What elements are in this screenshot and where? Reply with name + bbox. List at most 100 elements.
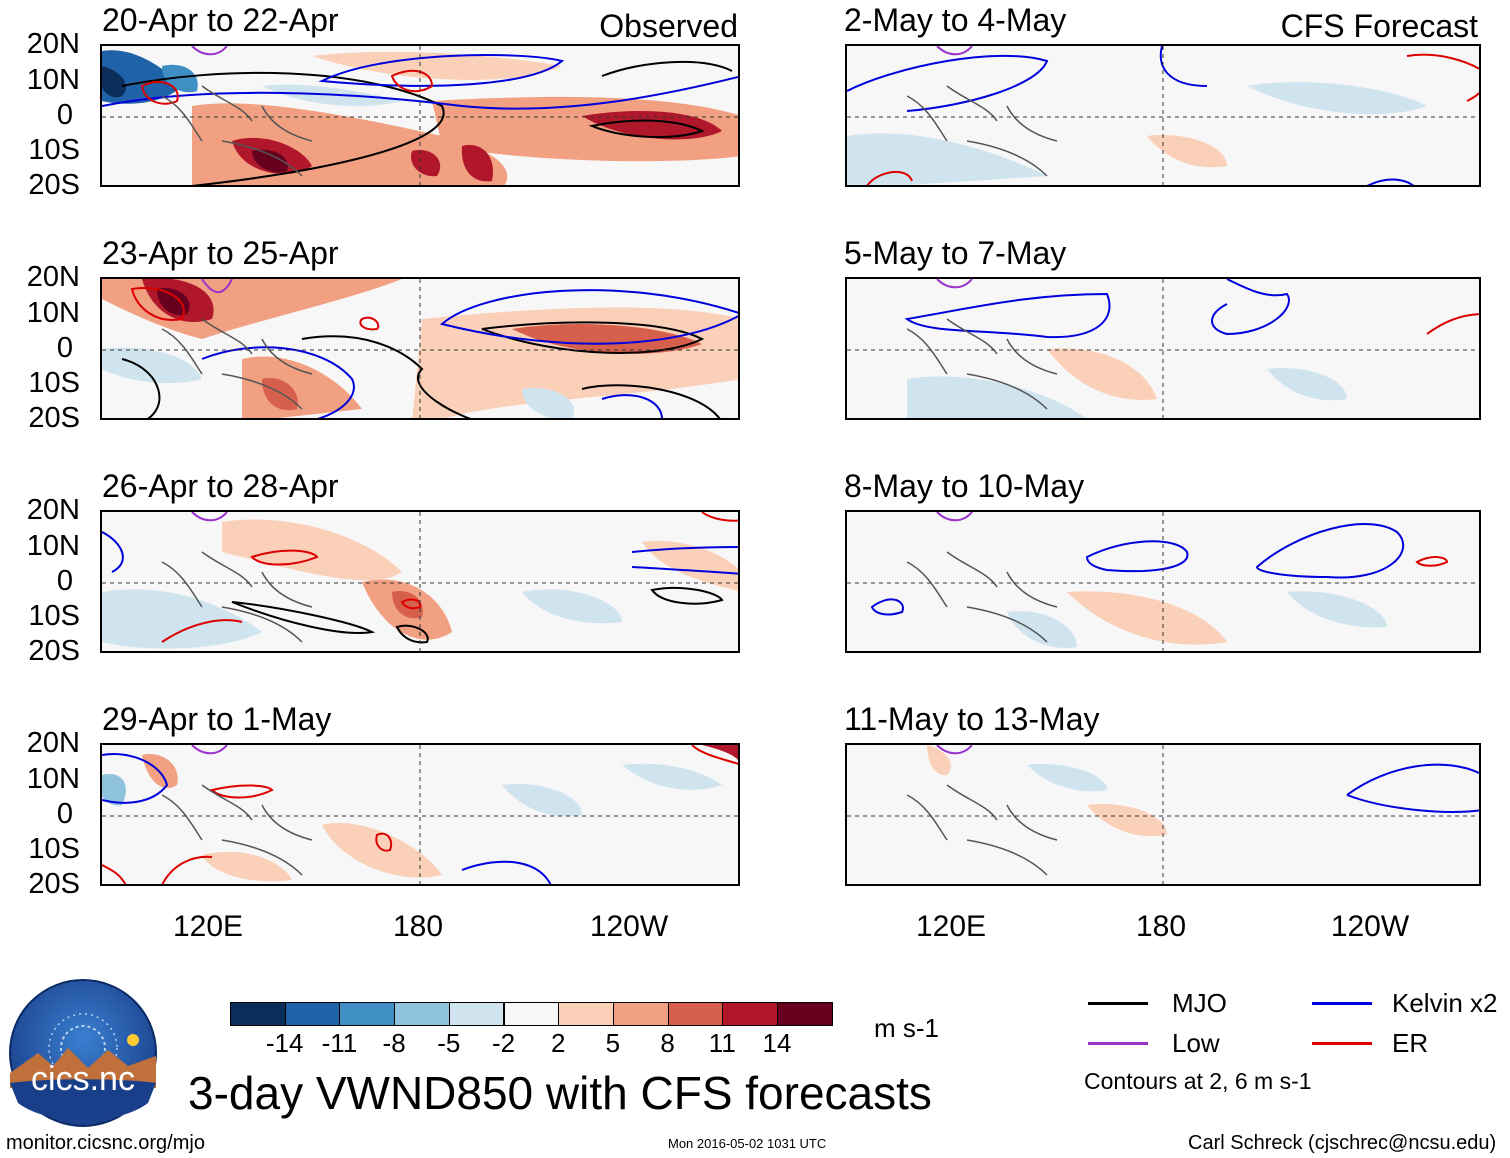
- colorbar-tick-label: -2: [491, 1028, 516, 1058]
- lat-label: 10S: [28, 367, 80, 399]
- legend-swatch-er: [1312, 1042, 1372, 1045]
- contour-mjo: [395, 624, 429, 644]
- contour-mjo: [121, 71, 445, 185]
- panel-title: 11-May to 13-May: [844, 701, 1100, 737]
- contour-er: [1406, 53, 1479, 102]
- anomaly-shade: [622, 763, 722, 790]
- anomaly-shade: [411, 150, 441, 177]
- legend-label-kelvin: Kelvin x2: [1392, 988, 1498, 1018]
- coastline: [906, 784, 1058, 876]
- contour-mjo: [581, 384, 721, 418]
- anomaly-shade: [262, 378, 298, 411]
- contour-kelvin: [102, 75, 738, 110]
- lat-label: 20S: [28, 402, 80, 434]
- contour-kelvin: [847, 54, 1049, 112]
- anomaly-shade: [242, 356, 362, 418]
- lat-label: 10N: [26, 763, 80, 795]
- lat-label: 10N: [26, 297, 80, 329]
- contour-kelvin: [461, 860, 552, 884]
- contour-low: [191, 46, 228, 56]
- contour-er: [359, 316, 380, 331]
- colorbar-swatch: [777, 1002, 833, 1026]
- legend-label-mjo: MJO: [1172, 988, 1227, 1018]
- panel-title: 26-Apr to 28-Apr: [102, 468, 339, 504]
- contour-er: [375, 832, 393, 852]
- map-observed-1: [100, 44, 740, 187]
- colorbar-swatch: [394, 1002, 450, 1026]
- colorbar-swatch: [722, 1002, 778, 1026]
- lat-label: 10S: [28, 600, 80, 632]
- panel-title: 23-Apr to 25-Apr: [102, 235, 339, 271]
- footer-url: monitor.cicsnc.org/mjo: [6, 1132, 205, 1154]
- legend-label-low: Low: [1172, 1028, 1220, 1058]
- anomaly-shade: [1287, 591, 1387, 628]
- contour-er: [1415, 556, 1449, 567]
- anomaly-shade: [1007, 611, 1077, 648]
- anomaly-shade: [102, 66, 126, 98]
- anomaly-shade: [1087, 804, 1167, 837]
- anomaly-shade: [202, 851, 292, 882]
- anomaly-shade: [1147, 135, 1227, 168]
- lon-label: 120E: [915, 910, 987, 943]
- anomaly-shade: [157, 288, 190, 316]
- panel-title: 29-Apr to 1-May: [102, 701, 332, 737]
- panel-title: 2-May to 4-May: [844, 2, 1067, 38]
- contour-kelvin: [1366, 178, 1414, 185]
- anomaly-shade: [461, 145, 493, 182]
- lat-label: 10N: [26, 64, 80, 96]
- coastline: [161, 551, 313, 643]
- contour-kelvin: [1346, 763, 1479, 813]
- colorbar-swatch: [558, 1002, 614, 1026]
- legend-swatch-low: [1088, 1042, 1148, 1045]
- colorbar-swatch: [339, 1002, 396, 1026]
- anomaly-shade: [1047, 348, 1157, 400]
- contour-er: [866, 170, 913, 185]
- lat-label: 10S: [28, 833, 80, 865]
- contour-mjo: [650, 586, 724, 605]
- contour-er: [102, 864, 127, 884]
- panel-tag-observed: Observed: [599, 8, 738, 44]
- lon-label: 120W: [1330, 910, 1410, 943]
- footer-timestamp: Mon 2016-05-02 1031 UTC: [668, 1136, 827, 1151]
- colorbar-swatch: [230, 1002, 286, 1026]
- map-observed-4: [100, 743, 740, 886]
- lat-label: 20S: [28, 868, 80, 900]
- figure-title: 3-day VWND850 with CFS forecasts: [188, 1067, 932, 1119]
- anomaly-shade: [522, 589, 622, 624]
- coastline: [161, 85, 313, 177]
- contour-kelvin: [102, 753, 169, 804]
- contour-kelvin: [1255, 523, 1404, 579]
- coastline: [906, 85, 1058, 177]
- anomaly-shade: [1247, 82, 1427, 115]
- contour-er: [140, 81, 179, 105]
- colorbar-units: m s-1: [874, 1013, 939, 1043]
- logo-text: cics.nc: [31, 1060, 135, 1098]
- contour-low: [936, 512, 973, 522]
- map-observed-2: [100, 277, 740, 420]
- lat-label: 0: [56, 565, 73, 597]
- map-forecast-3: [845, 510, 1481, 653]
- panel-title: 8-May to 10-May: [844, 468, 1085, 504]
- contour-er: [161, 619, 243, 643]
- coastline: [161, 318, 313, 410]
- legend-label-er: ER: [1392, 1028, 1429, 1058]
- contours-note: Contours at 2, 6 m s-1: [1084, 1068, 1312, 1094]
- contour-er: [701, 512, 738, 522]
- lon-label: 120E: [172, 910, 244, 943]
- contour-low: [191, 512, 228, 522]
- lat-label: 0: [56, 332, 73, 364]
- colorbar-swatch: [284, 1002, 341, 1026]
- lat-label: 10N: [26, 530, 80, 562]
- anomaly-shade: [502, 784, 582, 817]
- anomaly-shade: [907, 376, 1086, 418]
- legend-swatch-mjo: [1088, 1002, 1148, 1005]
- logo-badge: [9, 979, 157, 1127]
- contour-kelvin: [870, 598, 904, 616]
- colorbar-tick-label: 14: [762, 1028, 792, 1058]
- legend-swatch-kelvin: [1312, 1002, 1372, 1005]
- contour-mjo: [481, 321, 705, 354]
- contour-kelvin: [439, 289, 738, 345]
- contour-low: [936, 279, 973, 289]
- anomaly-shade: [312, 51, 562, 80]
- contour-kelvin: [631, 546, 738, 575]
